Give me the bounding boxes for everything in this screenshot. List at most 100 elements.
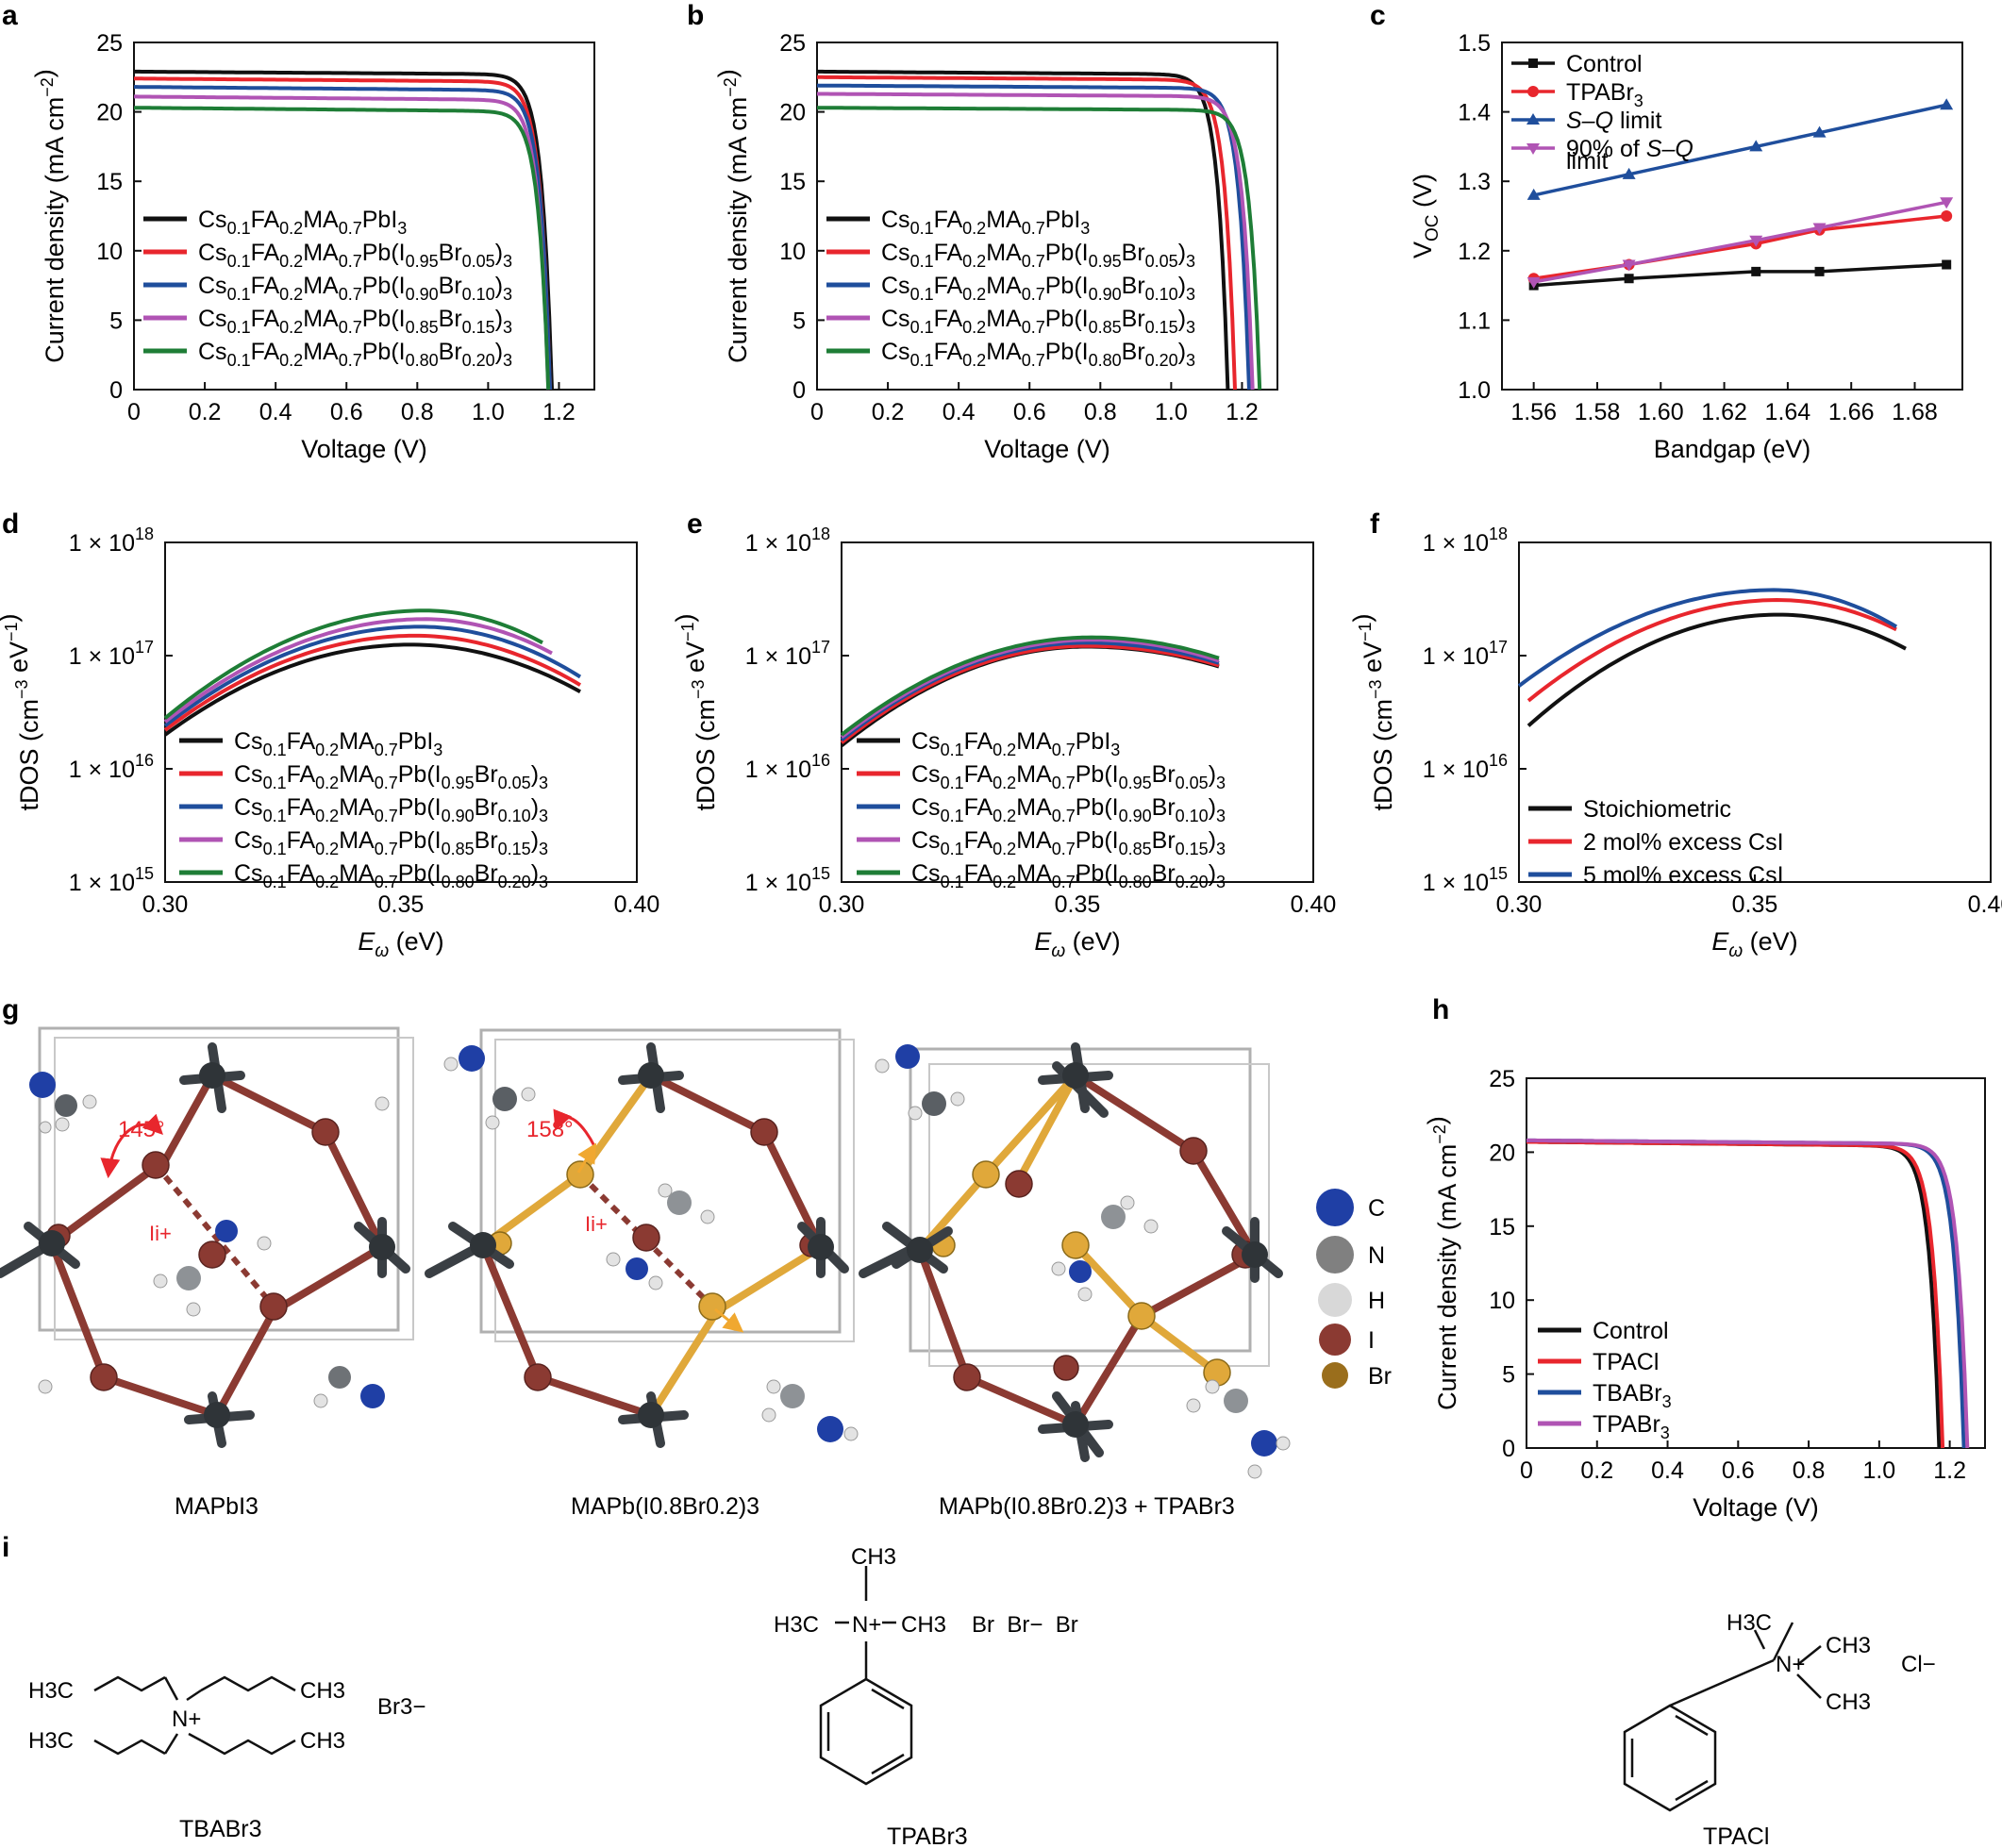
x-axis-label: Eω (eV) [358,927,443,961]
tpacl-anion: Cl− [1901,1652,1936,1677]
y-tick-label: 1.5 [1458,30,1491,57]
x-tick-label: 0 [127,399,141,425]
panel-label-h: h [1432,994,1449,1025]
atom-n-label: N [1368,1242,1385,1269]
x-axis-label: Voltage (V) [984,435,1110,463]
y-tick-label: 1.4 [1458,100,1491,126]
panel-label-e: e [687,508,703,540]
atom-n-swatch [1316,1236,1354,1274]
y-tick-label: 1 × 1018 [1423,524,1508,557]
series-line [1517,588,1898,688]
x-tick-label: 0.40 [1968,891,2002,918]
x-tick-label: 1.56 [1510,399,1557,425]
legend-label: Cs0.1FA0.2MA0.7PbI3 [198,207,407,238]
atom-br-label: Br [1368,1363,1392,1390]
legend-label: TPABr3 [1566,79,1643,110]
atom-c-label: C [1368,1195,1385,1222]
x-tick-label: 1.0 [1862,1457,1895,1484]
x-tick-label: 1.58 [1575,399,1621,425]
data-point [1527,188,1541,200]
legend-label: Cs0.1FA0.2MA0.7Pb(I0.85Br0.15)3 [911,827,1226,858]
legend-label: Cs0.1FA0.2MA0.7Pb(I0.90Br0.10)3 [881,273,1195,304]
x-tick-label: 0.30 [1496,891,1543,918]
y-tick-label: 25 [1489,1066,1515,1092]
structure-panel: 145° Ii+ [0,1026,1392,1520]
y-axis-label: VOC (V) [1409,174,1443,258]
legend-label: TPACl [1593,1349,1659,1375]
unit-cell-back [928,1063,1270,1367]
series-line [134,69,554,391]
chart-a: 0 0.2 0.4 0.6 0.8 1.0 1.2 0 5 10 15 20 25 Voltage (V)… [30,30,595,463]
data-point [1812,125,1827,138]
y-tick-label: 1 × 1018 [745,524,830,557]
chemical-structures [93,1566,1822,1812]
atom-i-swatch [1319,1324,1351,1356]
legend-label: TBABr3 [1593,1380,1672,1411]
x-tick-label: 1.0 [472,399,505,425]
series-line [163,642,581,737]
legend-label: Cs0.1FA0.2MA0.7PbI3 [234,728,442,759]
chart-f: 0.30 0.35 0.40 1 × 1015 1 × 1016 1 × 1017 1 × … [1348,524,2002,961]
x-tick-label: 0.4 [943,399,976,425]
y-tick-label: 10 [96,239,123,265]
y-tick-label: 15 [1489,1214,1515,1240]
data-point [1942,259,1952,270]
series-line [134,106,551,391]
x-tick-label: 1.2 [1226,399,1259,425]
tpabr3-ch3-top: CH3 [851,1544,896,1570]
tbabr3-n-plus: N+ [172,1706,201,1732]
legend-label: Control [1593,1318,1669,1344]
legend-label: Cs0.1FA0.2MA0.7Pb(I0.95Br0.05)3 [198,240,512,271]
data-point [1749,235,1763,247]
x-tick-label: 0 [810,399,824,425]
legend-label-cont: limit [1566,148,1608,175]
y-tick-label: 15 [779,169,806,195]
x-tick-label: 1.62 [1701,399,1747,425]
data-point [1622,259,1636,272]
x-tick-label: 0.4 [1651,1457,1684,1484]
series-line [163,608,543,720]
x-tick-label: 0.35 [1055,891,1101,918]
atom-br-swatch [1322,1362,1348,1389]
tbabr3-ch3-top: CH3 [300,1678,345,1704]
data-point [1527,86,1539,97]
methylammonium-molecule [875,1044,1291,1479]
data-point [1527,276,1541,289]
y-tick-label: 1 × 1017 [1423,638,1508,670]
data-point [1622,167,1636,179]
tpacl-structure [1623,1622,1822,1812]
relax-arrow-2 [714,1307,744,1333]
tpabr3-anion: Br Br− Br [972,1612,1078,1638]
y-tick-label: 1 × 1017 [745,638,830,670]
data-point [1749,140,1763,152]
x-tick-label: 0.8 [1084,399,1117,425]
x-tick-label: 0.30 [819,891,865,918]
y-tick-label: 5 [109,308,123,334]
atom-i-label: I [1368,1327,1375,1354]
panel-label-f: f [1370,508,1380,540]
structure-mapbi3: 145° Ii+ [0,1026,414,1448]
series-line [134,94,551,391]
x-tick-label: 0.2 [189,399,222,425]
x-tick-label: 1.2 [542,399,576,425]
legend-label: Cs0.1FA0.2MA0.7Pb(I0.95Br0.05)3 [881,240,1195,271]
legend-label: Cs0.1FA0.2MA0.7PbI3 [881,207,1090,238]
structure-with-tpabr3 [859,1042,1291,1479]
legend-label: Cs0.1FA0.2MA0.7PbI3 [911,728,1120,759]
y-tick-label: 1 × 1015 [745,864,830,896]
atom-h-swatch [1318,1283,1352,1317]
series-line [163,617,553,724]
tbabr3-h3c-top: H3C [28,1678,74,1704]
legend-label: 5 mol% excess CsI [1583,862,1784,889]
y-tick-label: 1 × 1016 [1423,751,1508,783]
x-tick-label: 0.8 [401,399,434,425]
unit-cell [38,1026,400,1332]
structure-mapb-i08br02: 158° Ii+ [425,1028,859,1448]
legend-label: Cs0.1FA0.2MA0.7Pb(I0.90Br0.10)3 [234,794,548,825]
angle-arrow [553,1108,596,1147]
legend-label: Cs0.1FA0.2MA0.7Pb(I0.85Br0.15)3 [234,827,548,858]
x-tick-label: 0.6 [1013,399,1046,425]
x-tick-label: 1.0 [1155,399,1188,425]
chart-c: 1.56 1.58 1.60 1.62 1.64 1.66 1.68 1.0 1.1 1.2 1.3… [1409,30,1963,463]
panel-label-a: a [2,0,18,31]
